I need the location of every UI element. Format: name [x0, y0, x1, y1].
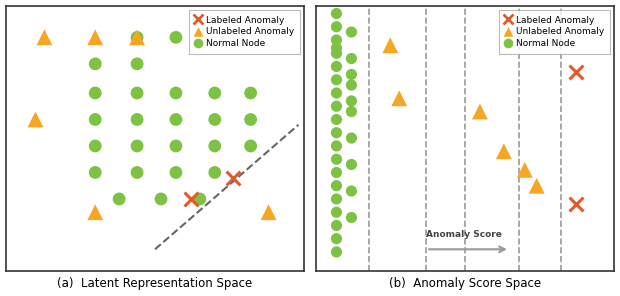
- Point: [210, 144, 219, 148]
- Point: [347, 109, 356, 114]
- Point: [91, 35, 100, 40]
- Point: [332, 24, 342, 29]
- Point: [570, 70, 580, 74]
- Point: [171, 91, 181, 95]
- Point: [347, 189, 356, 193]
- Point: [332, 157, 342, 162]
- Point: [332, 117, 342, 122]
- Point: [132, 35, 142, 40]
- Point: [347, 30, 356, 34]
- Point: [171, 35, 181, 40]
- Point: [195, 197, 205, 201]
- Point: [332, 197, 342, 201]
- Point: [332, 236, 342, 241]
- Point: [210, 170, 219, 175]
- Point: [347, 83, 356, 87]
- Point: [347, 215, 356, 220]
- Point: [210, 91, 219, 95]
- Point: [210, 117, 219, 122]
- Point: [132, 170, 142, 175]
- Point: [132, 91, 142, 95]
- Point: [132, 35, 142, 40]
- Point: [332, 183, 342, 188]
- Point: [475, 109, 485, 114]
- Point: [332, 11, 342, 16]
- Point: [332, 223, 342, 228]
- Point: [532, 183, 542, 188]
- Point: [186, 197, 196, 201]
- Point: [520, 168, 529, 172]
- Point: [246, 91, 255, 95]
- Legend: Labeled Anomaly, Unlabeled Anomaly, Normal Node: Labeled Anomaly, Unlabeled Anomaly, Norm…: [499, 10, 610, 54]
- Point: [171, 117, 181, 122]
- Point: [91, 210, 100, 215]
- X-axis label: (a)  Latent Representation Space: (a) Latent Representation Space: [58, 277, 252, 290]
- Point: [246, 117, 255, 122]
- Point: [132, 62, 142, 66]
- Legend: Labeled Anomaly, Unlabeled Anomaly, Normal Node: Labeled Anomaly, Unlabeled Anomaly, Norm…: [189, 10, 300, 54]
- Point: [132, 144, 142, 148]
- Point: [91, 62, 100, 66]
- Point: [91, 170, 100, 175]
- Text: Anomaly Score: Anomaly Score: [426, 230, 502, 239]
- Point: [40, 35, 50, 40]
- Point: [332, 170, 342, 175]
- Point: [114, 197, 124, 201]
- Point: [332, 250, 342, 254]
- Point: [332, 104, 342, 109]
- Point: [332, 77, 342, 82]
- Point: [385, 43, 395, 48]
- Point: [332, 130, 342, 135]
- Point: [332, 64, 342, 69]
- Point: [171, 170, 181, 175]
- Point: [228, 176, 237, 180]
- Point: [264, 210, 273, 215]
- Point: [347, 136, 356, 140]
- X-axis label: (b)  Anomaly Score Space: (b) Anomaly Score Space: [389, 277, 541, 290]
- Point: [30, 117, 40, 122]
- Point: [347, 162, 356, 167]
- Point: [332, 46, 342, 50]
- Point: [132, 117, 142, 122]
- Point: [332, 91, 342, 95]
- Point: [91, 91, 100, 95]
- Point: [91, 117, 100, 122]
- Point: [332, 51, 342, 56]
- Point: [332, 210, 342, 215]
- Point: [570, 202, 580, 207]
- Point: [499, 149, 509, 154]
- Point: [332, 144, 342, 148]
- Point: [246, 144, 255, 148]
- Point: [347, 99, 356, 103]
- Point: [156, 197, 166, 201]
- Point: [347, 72, 356, 77]
- Point: [332, 38, 342, 42]
- Point: [394, 96, 404, 101]
- Point: [91, 144, 100, 148]
- Point: [171, 144, 181, 148]
- Point: [347, 56, 356, 61]
